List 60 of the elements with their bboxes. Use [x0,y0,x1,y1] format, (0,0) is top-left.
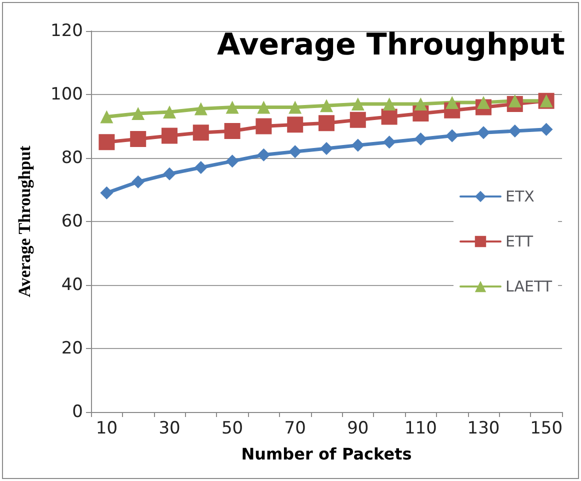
point [318,115,334,132]
point [382,98,396,111]
point [351,98,364,111]
point [414,132,428,146]
point [194,102,208,116]
x-tick-label: 10 [96,418,118,438]
y-tick-label: 60 [61,212,83,232]
point [132,175,145,188]
point [414,98,428,111]
point [257,148,270,162]
point [288,100,302,114]
point [163,105,176,118]
point [194,161,208,174]
x-tick-label: 30 [158,418,180,438]
point [163,167,176,180]
point [477,96,490,109]
x-tick-label: 110 [404,418,437,438]
point [381,108,398,125]
point [540,122,553,136]
y-tick-label: 80 [61,148,83,168]
point [508,94,522,108]
point [226,100,239,114]
point [350,112,366,128]
point [477,126,490,140]
x-tick-label: 70 [284,418,306,438]
x-tick-label: 90 [347,418,369,438]
x-tick-label: 50 [221,418,244,438]
point [287,116,304,133]
x-axis-title: Number of Packets [241,444,412,464]
point [100,186,114,200]
legend-label: ETT [506,232,534,250]
point [224,123,240,140]
point [98,134,115,150]
point [256,118,272,134]
point [132,107,145,120]
y-tick-label: 0 [72,402,83,422]
point [320,99,333,112]
point [288,145,302,158]
point [382,136,396,149]
point [130,130,146,147]
legend-label: LAETT [506,278,553,296]
point [162,128,178,144]
point [446,96,459,109]
y-tick-label: 100 [50,84,83,104]
y-tick-label: 40 [61,275,83,295]
chart-title: Average Throughput [217,28,566,62]
point [192,124,209,141]
point [257,100,270,114]
x-tick-label: 130 [467,418,500,438]
point [508,124,522,138]
y-axis-title: Average Throughput [15,145,34,298]
point [226,154,239,168]
point [351,138,364,152]
y-tick-label: 20 [61,338,83,358]
point [446,129,459,142]
legend-label: ETX [506,188,534,206]
x-tick-label: 150 [530,418,563,438]
point [320,142,333,155]
point [100,110,114,124]
y-tick-label: 120 [50,21,83,41]
